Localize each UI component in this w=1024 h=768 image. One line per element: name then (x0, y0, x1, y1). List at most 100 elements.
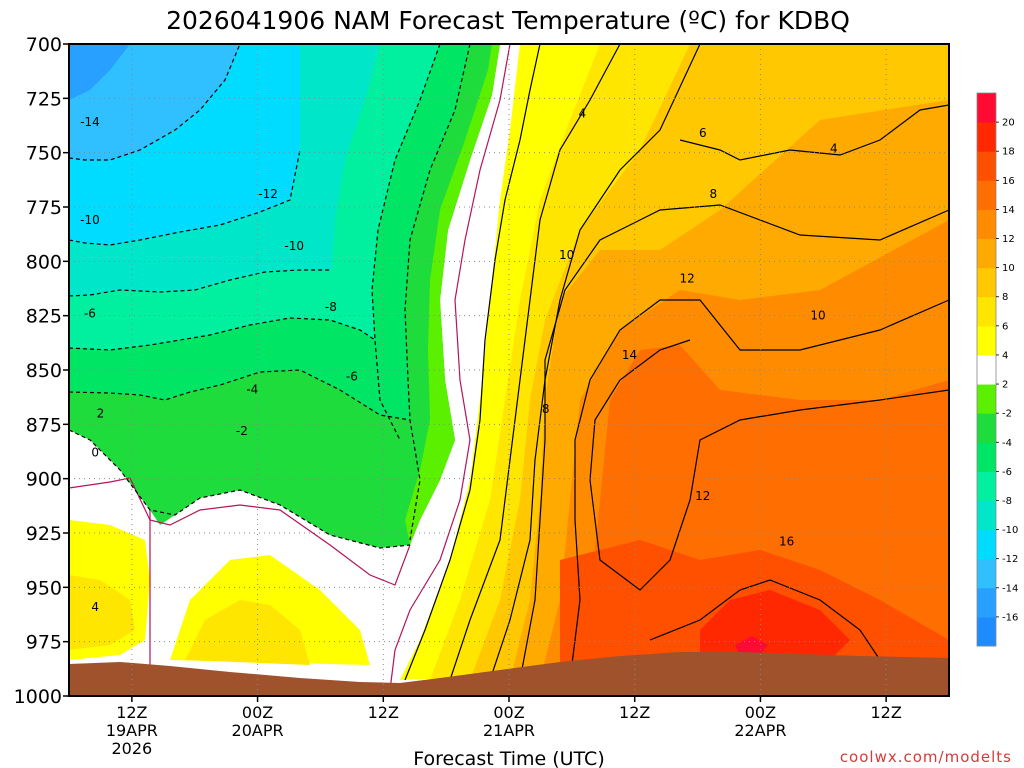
colorbar-label: -16 (1002, 612, 1018, 623)
x-tick-label: 2026 (111, 739, 152, 758)
contour-label: -12 (258, 187, 278, 201)
contour-label: 16 (779, 535, 794, 549)
contour-warm-7 (649, 579, 881, 661)
colorbar-label: -12 (1002, 554, 1018, 565)
colorbar-label: 14 (1002, 205, 1015, 216)
contour-label: 0 (91, 446, 99, 460)
contour-cold-1 (404, 44, 471, 541)
band-left-gold (69, 575, 135, 650)
contour-cold-2 (371, 44, 441, 441)
contour-cold-4 (69, 317, 376, 351)
y-axis: 700 725 750 775 800 825 850 875 900 925 950 975 1000 (14, 34, 69, 708)
colorbar-label: -6 (1002, 467, 1012, 478)
colorbar-swatch (977, 296, 996, 327)
freezing-line-right (389, 44, 511, 691)
band-light-green (405, 44, 500, 545)
colorbar-label: 4 (1002, 350, 1008, 361)
colorbar-frame (976, 92, 997, 647)
x-tick-label: 22APR (734, 721, 786, 740)
colorbar-label: 18 (1002, 147, 1015, 158)
colorbar-label: 2 (1002, 380, 1008, 391)
colorbar-label: 6 (1002, 321, 1008, 332)
y-tick-label: 875 (26, 414, 62, 436)
chart-title: 2026041906 NAM Forecast Temperature (ºC)… (166, 6, 850, 35)
contour-label: -14 (80, 115, 100, 129)
band-red (700, 590, 850, 660)
colorbar-swatch (977, 180, 996, 210)
y-tick-label: 800 (26, 251, 62, 273)
contour-label: 4 (830, 141, 838, 155)
contour-warm-5 (569, 299, 949, 681)
contour-label: 2 (97, 406, 105, 420)
credit-text: coolwx.com/modelts (840, 748, 1012, 766)
contour-label: -10 (284, 239, 304, 253)
grid-lines (69, 44, 949, 696)
x-tick-label: 19APR (106, 721, 158, 740)
colorbar-swatch (977, 238, 996, 269)
band-blue (69, 44, 130, 100)
colorbar-label: -4 (1002, 438, 1012, 449)
colorbar-swatch (977, 587, 996, 618)
colorbar-label: 10 (1002, 263, 1015, 274)
colorbar-swatch (977, 471, 996, 501)
temperature-field (69, 44, 949, 680)
colorbar-label: 20 (1002, 118, 1015, 129)
contour-label: -8 (325, 300, 337, 314)
x-tick-label: 12Z (870, 703, 901, 722)
colorbar-label: 16 (1002, 176, 1015, 187)
contour-cold-5 (69, 269, 332, 297)
colorbar-label: -8 (1002, 496, 1012, 507)
colorbar-swatch (977, 529, 996, 560)
contour-lines (69, 44, 949, 691)
contour-labels: -14 -12 -10 -10 -8 -6 -6 -4 -2 2 0 4 4 6 4 8 10 12 10 14 8 12… (80, 107, 837, 614)
colorbar-label: -2 (1002, 409, 1012, 420)
contour-warm-6 (589, 339, 949, 591)
contour-cold-6 (69, 149, 301, 246)
y-tick-label: 775 (26, 197, 62, 219)
x-tick-label: 00Z (493, 703, 524, 722)
colorbar: -16 -14 -12 -10 -8 -6 -4 -2 2 4 6 8 10 12 14 16 18 20 (976, 92, 1018, 647)
y-tick-label: 750 (26, 143, 62, 165)
colorbar-swatch (977, 500, 996, 531)
contour-label: 4 (579, 107, 587, 121)
contour-cold-7 (69, 44, 241, 161)
y-tick-label: 850 (26, 360, 62, 382)
y-tick-label: 975 (26, 632, 62, 654)
x-tick-label: 00Z (242, 703, 273, 722)
colorbar-swatch (977, 354, 996, 385)
contour-label: 14 (622, 348, 637, 362)
colorbar-swatch (977, 442, 996, 472)
colorbar-swatch (977, 151, 996, 181)
colorbar-swatch (977, 93, 996, 123)
colorbar-label: -14 (1002, 583, 1018, 594)
colorbar-label: -10 (1002, 525, 1018, 536)
x-tick-label: 12Z (116, 703, 147, 722)
colorbar-swatch (977, 209, 996, 240)
y-tick-label: 925 (26, 523, 62, 545)
x-tick-label: 12Z (368, 703, 399, 722)
y-tick-label: 725 (26, 88, 62, 110)
x-tick-label: 12Z (619, 703, 650, 722)
colorbar-swatch (977, 267, 996, 298)
contour-cold-8 (69, 429, 411, 549)
contour-label: -6 (346, 370, 358, 384)
x-tick-label: 00Z (745, 703, 776, 722)
contour-warm-1 (404, 44, 541, 681)
y-tick-label: 700 (26, 34, 62, 56)
contour-label: 12 (695, 489, 710, 503)
band-sky (69, 44, 240, 160)
colorbar-swatch (977, 122, 996, 152)
contour-label: 12 (679, 272, 694, 286)
colorbar-swatch (977, 325, 996, 356)
colorbar-swatch (977, 558, 996, 589)
contour-label: 8 (709, 187, 717, 201)
y-tick-label: 825 (26, 306, 62, 328)
colorbar-swatch (977, 413, 996, 443)
contour-label: 4 (91, 600, 99, 614)
colorbar-swatch (977, 616, 996, 647)
contour-label: -4 (246, 383, 258, 397)
colorbar-swatch (977, 384, 996, 414)
contour-label: -6 (84, 306, 96, 320)
